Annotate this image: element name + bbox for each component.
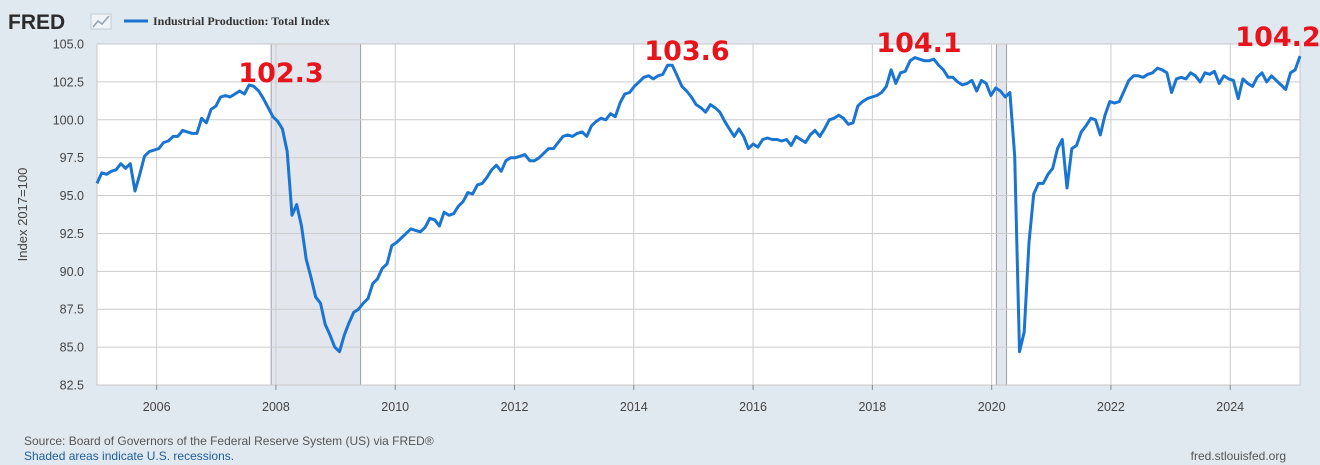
recession-band-1 [271,44,361,385]
recession-band-2 [996,44,1007,385]
x-tick-label: 2010 [381,400,409,414]
source-note: Source: Board of Governors of the Federa… [24,434,434,448]
x-tick-label: 2020 [978,400,1006,414]
y-tick-label: 82.5 [60,379,84,393]
x-tick-label: 2016 [739,400,767,414]
x-axis-ticks: 2006 2008 2010 2012 2014 2016 2018 2020 2022 2024 [143,385,1244,414]
peak-annotation-3: 104.1 [876,28,961,59]
x-tick-label: 2024 [1216,400,1244,414]
peak-annotation-1: 102.3 [238,58,323,89]
y-tick-label: 87.5 [60,303,84,317]
fred-logo-text: FRED [8,11,65,34]
gridlines [96,43,1301,386]
plot-border [96,43,1301,386]
y-tick-label: 95.0 [60,189,84,203]
y-axis-ticks: 82.5 85.0 87.5 90.0 92.5 95.0 97.5 100.0 102.5 10… [53,38,84,393]
y-tick-label: 105.0 [53,38,84,52]
y-tick-label: 90.0 [60,265,84,279]
legend: Industrial Production: Total Index [124,14,330,28]
y-tick-label: 102.5 [53,75,84,89]
x-tick-label: 2022 [1097,400,1125,414]
y-tick-label: 100.0 [53,113,84,127]
trend-graph-icon [90,13,112,30]
peak-annotation-4: 104.2 [1235,22,1320,53]
x-tick-label: 2012 [501,400,529,414]
x-tick-label: 2018 [858,400,886,414]
annotations: 102.3 103.6 104.1 104.2 [238,22,1320,89]
x-tick-label: 2008 [262,400,290,414]
legend-label: Industrial Production: Total Index [153,14,330,28]
fred-logo[interactable]: FRED [8,11,112,34]
site-link[interactable]: fred.stlouisfed.org [1190,449,1286,463]
y-tick-label: 92.5 [60,227,84,241]
series-line-industrial-production [95,55,1302,354]
y-axis-label: Index 2017=100 [15,168,30,262]
y-tick-label: 97.5 [60,151,84,165]
y-tick-label: 85.0 [60,341,84,355]
peak-annotation-2: 103.6 [644,36,729,67]
recession-note: Shaded areas indicate U.S. recessions. [24,449,235,463]
x-tick-label: 2006 [143,400,171,414]
x-tick-label: 2014 [620,400,648,414]
